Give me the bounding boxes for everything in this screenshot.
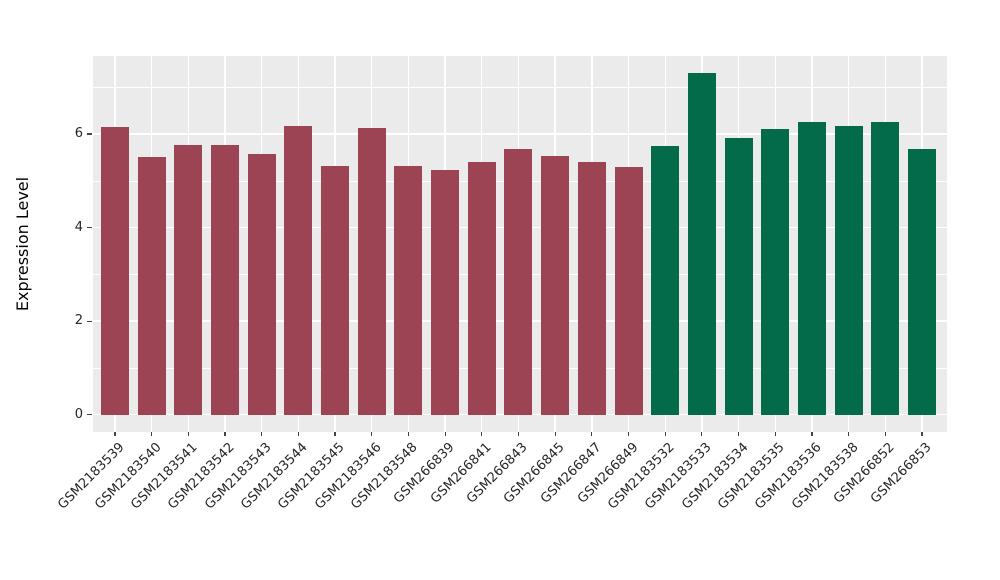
x-tick-mark [481,432,483,436]
x-tick-mark [701,432,703,436]
bar [247,154,276,415]
x-tick-mark [737,432,740,436]
gridline-minor [93,86,947,88]
x-tick-mark [407,432,410,436]
gridline-major [93,133,947,135]
y-axis-label: Expression Level [13,176,32,312]
bar [651,146,680,415]
y-tick-mark [87,320,92,322]
x-tick-mark [774,432,776,436]
bar [431,169,460,415]
bar [871,121,900,415]
x-tick-mark [664,432,666,436]
bar [504,149,533,415]
bar [577,162,606,415]
bar [284,126,313,415]
bar [174,145,203,415]
y-tick-label: 2 [74,313,83,329]
x-tick-mark [627,432,630,436]
plot-panel [93,56,947,432]
y-tick-mark [87,414,92,416]
x-tick-mark [884,432,886,436]
y-tick-label: 6 [74,126,83,142]
x-tick-mark [848,432,850,436]
x-tick-mark [444,432,446,436]
bar [357,128,386,415]
bar [321,165,350,415]
bar [797,121,826,415]
bar [761,129,790,415]
x-tick-mark [921,432,923,436]
x-tick-mark [371,432,373,436]
x-tick-mark [554,432,556,436]
x-tick-mark [297,432,299,436]
x-tick-mark [261,432,263,436]
bar [101,127,129,415]
bar [614,166,643,415]
bar [137,157,166,415]
x-tick-mark [151,432,153,436]
x-tick-mark [517,432,520,436]
bar [541,156,570,415]
x-tick-mark [334,432,336,436]
y-tick-mark [87,227,92,229]
bar [211,145,240,415]
bar [394,165,423,415]
y-tick-mark [87,133,92,135]
bar [907,149,936,415]
x-tick-mark [224,432,226,436]
bar [687,72,716,415]
bar [467,161,496,415]
x-tick-mark [187,432,189,436]
bar [724,137,753,415]
x-tick-mark [114,432,116,436]
x-tick-mark [811,432,813,436]
y-tick-label: 0 [74,406,83,422]
x-tick-mark [591,432,593,436]
y-tick-label: 4 [74,219,83,235]
bar [834,125,863,415]
